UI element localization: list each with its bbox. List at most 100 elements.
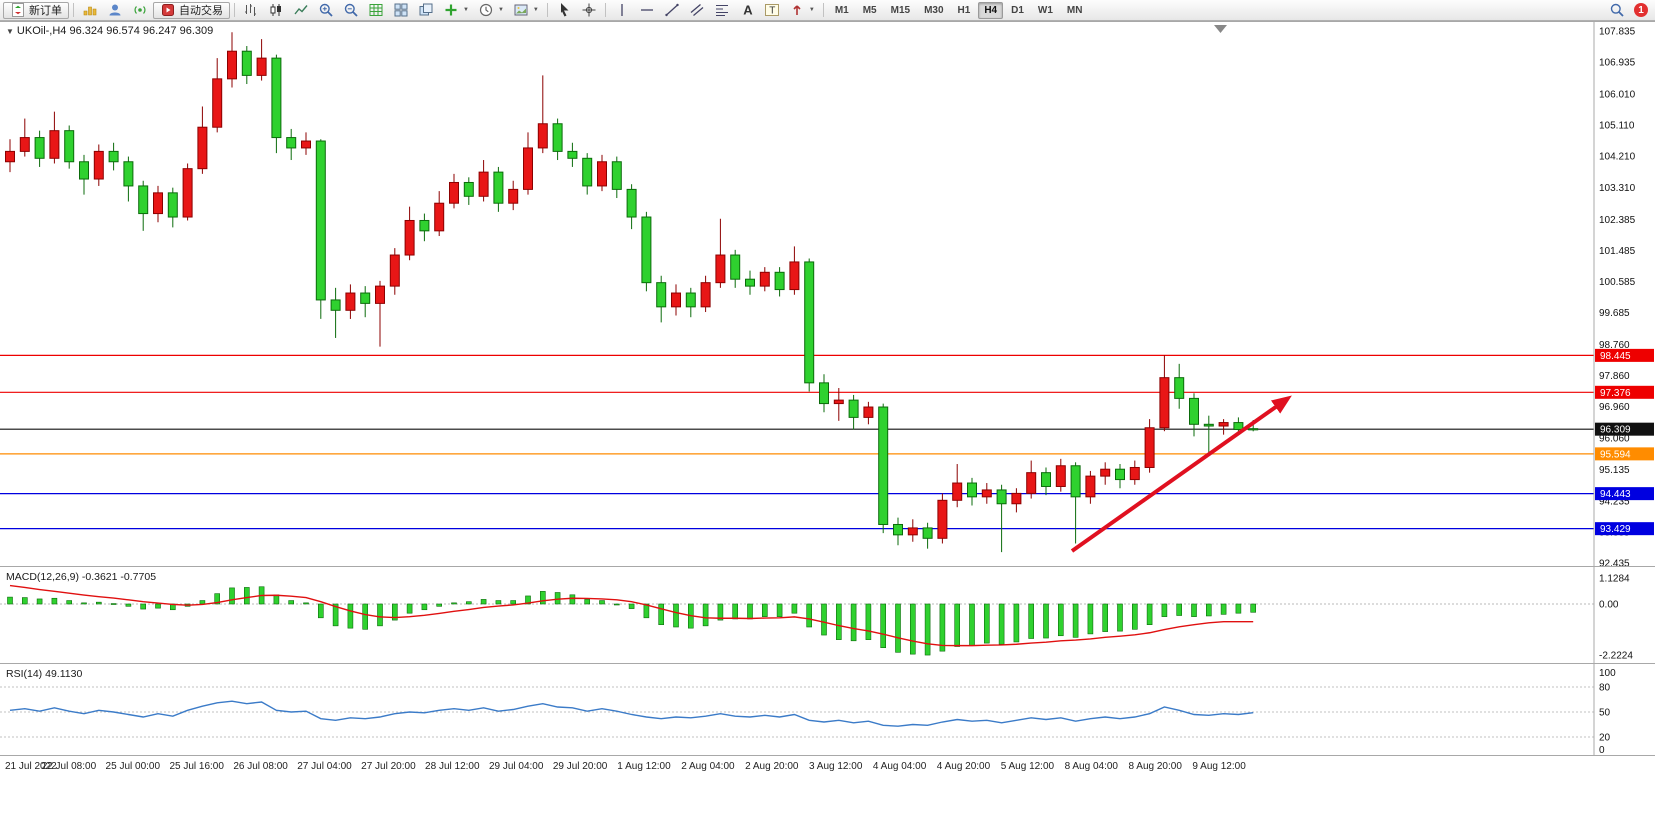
macd-histogram-bar <box>7 596 13 605</box>
templates-icon[interactable]: ▼ <box>509 1 543 20</box>
chevron-down-icon[interactable]: ▼ <box>808 7 815 13</box>
candle <box>5 150 15 163</box>
trendline-icon[interactable] <box>660 1 684 20</box>
toolbar-separator <box>604 3 606 17</box>
macd-histogram-bar <box>451 602 457 605</box>
time-axis-label: 2 Aug 20:00 <box>745 761 799 772</box>
candlestick-chart-icon[interactable] <box>264 1 288 20</box>
cursor-icon[interactable] <box>552 1 576 20</box>
candle <box>463 181 474 197</box>
candle <box>271 57 282 139</box>
arrows-icon[interactable]: ▼ <box>785 1 819 20</box>
macd-histogram-bar <box>421 603 428 611</box>
candle <box>893 523 903 536</box>
timeframe-button-w1[interactable]: W1 <box>1032 2 1059 19</box>
macd-histogram-bar <box>1146 603 1153 626</box>
time-axis-label: 25 Jul 16:00 <box>169 761 224 772</box>
profiles-icon[interactable] <box>103 1 127 20</box>
fibonacci-icon[interactable] <box>710 1 734 20</box>
new-chart-icon[interactable]: ▼ <box>439 1 473 20</box>
macd-histogram-bar <box>362 603 369 630</box>
chevron-down-icon[interactable]: ▼ <box>532 7 539 13</box>
timeframe-button-m30[interactable]: M30 <box>918 2 949 19</box>
symbol-period: UKOil-,H4 <box>16 25 67 37</box>
search-icon[interactable] <box>1605 1 1629 20</box>
bar-chart-icon[interactable] <box>239 1 263 20</box>
candle <box>567 150 578 159</box>
candle <box>804 261 815 384</box>
candle <box>449 181 459 204</box>
zoom-out-icon[interactable] <box>339 1 363 20</box>
text-icon[interactable]: A <box>735 1 759 20</box>
macd-histogram-bar <box>998 603 1005 645</box>
periods-icon[interactable]: ▼ <box>474 1 508 20</box>
macd-axis-label: 0.00 <box>1599 600 1619 611</box>
timeframe-button-h4[interactable]: H4 <box>978 1 1004 19</box>
crosshair-icon[interactable] <box>577 1 601 20</box>
macd-histogram-bar <box>525 595 531 605</box>
cascade-windows-icon[interactable] <box>414 1 438 20</box>
zoom-in-icon[interactable] <box>314 1 338 20</box>
price-axis-label: 106.010 <box>1599 90 1636 101</box>
rsi-axis-label: 0 <box>1599 745 1605 756</box>
toolbar-separator <box>73 3 74 17</box>
timeframe-button-h1[interactable]: H1 <box>952 2 977 19</box>
autotrade-button[interactable]: 自动交易 <box>153 1 230 19</box>
candle <box>641 216 652 284</box>
text-label-icon[interactable]: T <box>760 1 784 20</box>
macd-histogram-bar <box>51 597 58 605</box>
candle <box>93 150 104 180</box>
timeframe-button-mn[interactable]: MN <box>1061 2 1089 19</box>
macd-histogram-bar <box>36 598 43 605</box>
candle <box>138 185 149 215</box>
price-tag <box>1595 447 1654 461</box>
candle <box>700 282 711 308</box>
candle <box>478 171 489 197</box>
notification-badge[interactable]: 1 <box>1634 3 1648 17</box>
charts-icon[interactable] <box>78 1 102 20</box>
channel-icon[interactable] <box>685 1 709 20</box>
signals-icon[interactable] <box>128 1 152 20</box>
macd-histogram-bar <box>599 600 605 605</box>
vertical-line-icon[interactable] <box>610 1 634 20</box>
macd-histogram-bar <box>983 603 990 644</box>
candle <box>848 399 859 418</box>
chart-shift-marker[interactable] <box>1214 25 1227 33</box>
macd-histogram-bar <box>776 603 783 617</box>
line-chart-icon[interactable] <box>289 1 313 20</box>
timeframe-button-m1[interactable]: M1 <box>829 2 855 19</box>
candle <box>626 188 637 218</box>
toolbar-separator <box>546 3 548 17</box>
macd-histogram-bar <box>1117 603 1123 632</box>
tile-windows-icon[interactable] <box>389 1 413 20</box>
price-axis-label: 104.210 <box>1599 152 1636 163</box>
candle <box>64 130 75 163</box>
horizontal-line-icon[interactable] <box>635 1 659 20</box>
timeframe-button-m5[interactable]: M5 <box>857 2 883 19</box>
chevron-down-icon[interactable]: ▼ <box>497 7 504 13</box>
rsi-axis-label: 80 <box>1599 683 1611 694</box>
trend-arrow[interactable] <box>1070 395 1292 553</box>
price-tag <box>1595 422 1654 436</box>
macd-histogram-bar <box>1176 603 1182 616</box>
macd-histogram-bar <box>1087 603 1094 635</box>
macd-histogram-bar <box>377 603 383 627</box>
macd-histogram-bar <box>155 603 161 609</box>
symbol-dropdown-icon[interactable]: ▼ <box>6 27 14 36</box>
price-tag-label: 94.443 <box>1600 489 1631 500</box>
candle <box>389 254 400 287</box>
timeframe-button-m15[interactable]: M15 <box>885 2 916 19</box>
timeframe-button-d1[interactable]: D1 <box>1005 2 1030 19</box>
new-order-button[interactable]: 新订单 <box>3 1 69 19</box>
chevron-down-icon[interactable]: ▼ <box>463 7 469 13</box>
rsi-axis-label: 50 <box>1599 708 1611 719</box>
candle <box>49 130 60 159</box>
candle <box>819 382 829 405</box>
macd-histogram-bar <box>806 603 813 628</box>
grid-icon[interactable] <box>364 1 388 20</box>
macd-name: MACD(12,26,9) <box>6 571 79 583</box>
time-axis-label: 27 Jul 04:00 <box>297 761 352 772</box>
macd-histogram-bar <box>865 603 872 640</box>
